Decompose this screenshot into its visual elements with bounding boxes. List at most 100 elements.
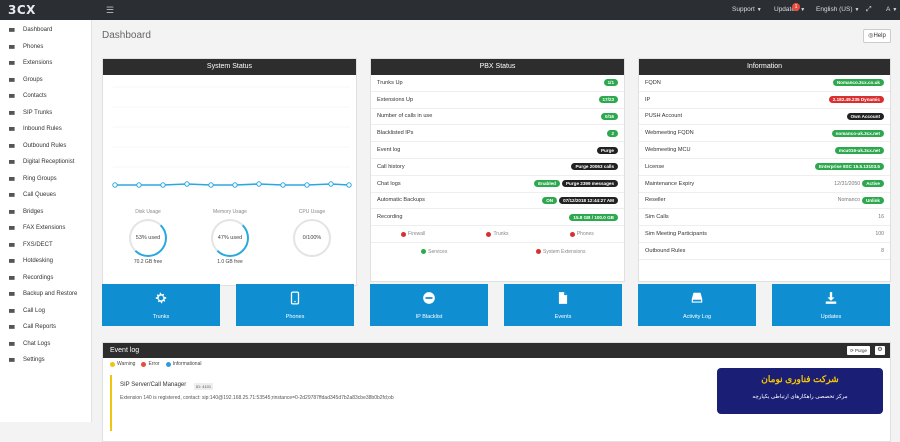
tile-label: Phones bbox=[285, 314, 305, 320]
trunks-status[interactable]: Trunks bbox=[455, 226, 539, 242]
memory-usage-gauge: Memory Usage 47% used 1.0 GB free bbox=[195, 209, 265, 265]
chart-line bbox=[115, 183, 350, 186]
sidebar-item-label: Dashboard bbox=[23, 27, 53, 34]
info-badge: Nomanco.3cx.co.uk bbox=[832, 79, 884, 87]
service-label: System Extensions bbox=[542, 248, 586, 255]
chevron-down-icon: ▼ bbox=[756, 7, 762, 13]
info-value: 16 bbox=[878, 214, 884, 221]
warning-dot-icon bbox=[110, 361, 115, 367]
event-log-title: Event log bbox=[110, 347, 140, 354]
main-content: Dashboard ◎Help System Status Disk Usage… bbox=[92, 20, 900, 442]
events-tile[interactable]: Events bbox=[504, 284, 622, 326]
info-row: Webmeeting MCU mcu016-uk.3cx.net bbox=[639, 142, 890, 159]
menu-toggle-icon[interactable]: ☰ bbox=[106, 5, 115, 15]
help-button[interactable]: ◎Help bbox=[863, 29, 891, 43]
sidebar-item-fax-extensions[interactable]: FAX Extensions bbox=[0, 220, 91, 237]
fullscreen-icon[interactable]: ⤢ bbox=[866, 6, 872, 13]
updates-tile[interactable]: Updates bbox=[772, 284, 890, 326]
gauge-caption: 70.2 GB free bbox=[133, 259, 163, 265]
status-badge[interactable]: Purge 20063 calls bbox=[571, 163, 618, 171]
info-action-badge[interactable]: Active bbox=[862, 180, 884, 188]
backup-icon bbox=[8, 290, 16, 298]
tile-label: Updates bbox=[820, 314, 842, 320]
chevron-down-icon: ▼ bbox=[800, 7, 806, 13]
status-badge: 0/16 bbox=[601, 112, 618, 120]
sidebar-item-backup-and-restore[interactable]: Backup and Restore bbox=[0, 286, 91, 303]
sidebar-item-dashboard[interactable]: Dashboard bbox=[0, 22, 91, 39]
sidebar-item-bridges[interactable]: Bridges bbox=[0, 204, 91, 221]
company-watermark: شرکت فناوری نومان مرکز تخصصی راهکارهای ا… bbox=[717, 368, 883, 414]
purge-button[interactable]: ⟳ Purge bbox=[846, 346, 870, 355]
sidebar-item-inbound-rules[interactable]: Inbound Rules bbox=[0, 121, 91, 138]
sidebar-item-hotdesking[interactable]: Hotdesking bbox=[0, 253, 91, 270]
sidebar-item-groups[interactable]: Groups bbox=[0, 72, 91, 89]
info-badge: 2.182.49.235 Dynamic bbox=[828, 96, 884, 104]
tile-label: IP Blacklist bbox=[415, 314, 443, 320]
services-status[interactable]: Services bbox=[371, 243, 498, 260]
event-message: Extension 140 is registered, contact: si… bbox=[120, 395, 394, 401]
info-row: Maintenance Expiry 12/31/2050 Active bbox=[639, 176, 890, 193]
pbx-row-values: 0/16 bbox=[601, 112, 618, 120]
sidebar-item-fxs-dect[interactable]: FXS/DECT bbox=[0, 237, 91, 254]
sidebar-item-recordings[interactable]: Recordings bbox=[0, 270, 91, 287]
watermark-subtitle: مرکز تخصصی راهکارهای ارتباطی یکپارچه bbox=[752, 394, 848, 400]
disk-usage-gauge: Disk Usage 53% used 70.2 GB free bbox=[113, 209, 183, 265]
gauge-ring: 47% used bbox=[211, 219, 249, 257]
sidebar-item-contacts[interactable]: Contacts bbox=[0, 88, 91, 105]
block-icon bbox=[423, 292, 435, 304]
sidebar-item-call-reports[interactable]: Call Reports bbox=[0, 319, 91, 336]
gauge-label: Disk Usage bbox=[135, 209, 161, 215]
sidebar-item-call-queues[interactable]: Call Queues bbox=[0, 187, 91, 204]
file-icon bbox=[558, 292, 568, 304]
chat-logs-icon bbox=[8, 340, 16, 348]
pbx-row-values: ON 07/12/2018 12:44:27 AM bbox=[542, 196, 618, 204]
pbx-row-values: 2 bbox=[607, 129, 618, 137]
event-entry[interactable]: SIP Server/Call Manager ID: 4101 Extensi… bbox=[110, 375, 885, 431]
error-icon bbox=[401, 231, 407, 237]
call-queues-icon bbox=[8, 191, 16, 199]
updates-menu[interactable]: Updates ▼ bbox=[774, 6, 805, 13]
activity-log-tile[interactable]: Activity Log bbox=[638, 284, 756, 326]
pbx-row-values: Enabled Purge 2399 messages bbox=[534, 180, 618, 188]
support-menu[interactable]: Support ▼ bbox=[732, 6, 762, 13]
phones-tile[interactable]: Phones bbox=[236, 284, 354, 326]
sidebar-item-call-log[interactable]: Call Log bbox=[0, 303, 91, 320]
sidebar-item-phones[interactable]: Phones bbox=[0, 39, 91, 56]
language-menu[interactable]: English (US) ▼ bbox=[816, 6, 859, 13]
phones-status[interactable]: Phones bbox=[540, 226, 624, 242]
status-badge[interactable]: Purge bbox=[596, 146, 618, 154]
pbx-status-title: PBX Status bbox=[371, 59, 624, 75]
sidebar-item-outbound-rules[interactable]: Outbound Rules bbox=[0, 138, 91, 155]
info-row: Reseller Nomanco Unlink bbox=[639, 193, 890, 210]
pbx-row-label: Number of calls in use bbox=[377, 113, 433, 120]
service-label: Trunks bbox=[493, 231, 509, 238]
status-badge[interactable]: 07/12/2018 12:44:27 AM bbox=[559, 196, 618, 204]
info-row-label: Outbound Rules bbox=[645, 247, 686, 254]
3cx-logo[interactable]: 3CX bbox=[8, 3, 36, 17]
system-extensions-status[interactable]: System Extensions bbox=[498, 243, 625, 260]
sidebar-item-extensions[interactable]: Extensions bbox=[0, 55, 91, 72]
sidebar-item-sip-trunks[interactable]: SIP Trunks bbox=[0, 105, 91, 122]
info-row-values: 16 bbox=[878, 214, 884, 220]
sidebar-item-ring-groups[interactable]: Ring Groups bbox=[0, 171, 91, 188]
pbx-row-values: 17/23 bbox=[598, 96, 618, 104]
info-value: 100 bbox=[875, 231, 884, 238]
info-badge: nomanco-uk.3cx.net bbox=[831, 129, 884, 137]
sidebar-item-digital-receptionist[interactable]: Digital Receptionist bbox=[0, 154, 91, 171]
ip-blacklist-tile[interactable]: IP Blacklist bbox=[370, 284, 488, 326]
sidebar-item-label: Recordings bbox=[23, 274, 54, 281]
dashboard-icon bbox=[8, 26, 16, 34]
info-action-badge[interactable]: Unlink bbox=[861, 196, 884, 204]
firewall-status[interactable]: Firewall bbox=[371, 226, 455, 242]
top-bar: 3CX ☰ Support ▼ Updates ▼ 1 English (US) ▼ … bbox=[0, 0, 900, 20]
pbx-row-label: Extensions Up bbox=[377, 96, 414, 103]
status-badge[interactable]: Purge 2399 messages bbox=[561, 180, 618, 188]
language-label: English (US) bbox=[816, 6, 853, 13]
sidebar-item-chat-logs[interactable]: Chat Logs bbox=[0, 336, 91, 353]
event-legend: Warning Error Informational bbox=[110, 361, 201, 367]
trunks-tile[interactable]: Trunks bbox=[102, 284, 220, 326]
user-menu[interactable]: A ▼ bbox=[886, 6, 897, 13]
pbx-row: Automatic Backups ON 07/12/2018 12:44:27 A… bbox=[371, 193, 624, 210]
gear-icon[interactable]: ⚙ bbox=[875, 346, 885, 355]
sidebar-item-settings[interactable]: Settings bbox=[0, 352, 91, 369]
